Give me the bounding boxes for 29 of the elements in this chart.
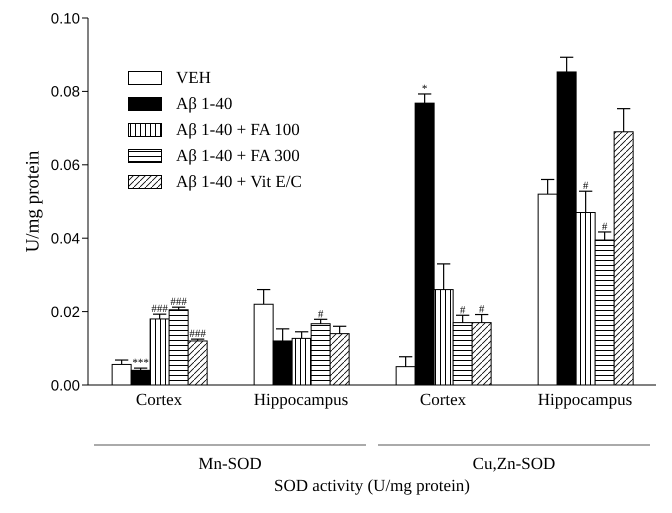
- data-label: ###: [151, 303, 168, 316]
- data-label: ***: [132, 357, 149, 370]
- y-tick-label: 0.00: [50, 377, 80, 394]
- legend-label: Aβ 1-40: [176, 94, 232, 114]
- data-label: ###: [189, 328, 206, 340]
- legend-label: Aβ 1-40 + FA 100: [176, 120, 300, 140]
- y-tick-label: 0.04: [50, 230, 80, 248]
- y-tick-label: 0.02: [50, 304, 80, 321]
- x-tick-label: Hippocampus: [254, 390, 348, 410]
- data-label: #: [582, 180, 589, 192]
- data-label: ###: [170, 296, 188, 308]
- legend-label: Aβ 1-40 + Vit E/C: [176, 172, 302, 192]
- data-label: #: [602, 220, 608, 233]
- legend-label: Aβ 1-40 + FA 300: [176, 146, 300, 166]
- y-axis-title: U/mg protein: [22, 150, 44, 252]
- text: Cu,Zn-SOD: [472, 454, 556, 473]
- data-label: *: [422, 82, 428, 95]
- data-label: #: [460, 304, 466, 316]
- x-tick-label: Hippocampus: [538, 390, 632, 410]
- y-tick-label: 0.08: [50, 84, 80, 101]
- text: Mn-SOD: [198, 454, 262, 473]
- y-tick-label: 0.10: [50, 10, 80, 28]
- legend-label: VEH: [176, 68, 211, 88]
- data-label: #: [478, 304, 485, 316]
- x-tick-label: Cortex: [420, 390, 467, 410]
- x-tick-label: Cortex: [136, 390, 183, 410]
- x-axis-title: SOD activity (U/mg protein): [274, 476, 470, 495]
- y-tick-label: 0.06: [50, 157, 80, 174]
- data-label: #: [318, 308, 324, 320]
